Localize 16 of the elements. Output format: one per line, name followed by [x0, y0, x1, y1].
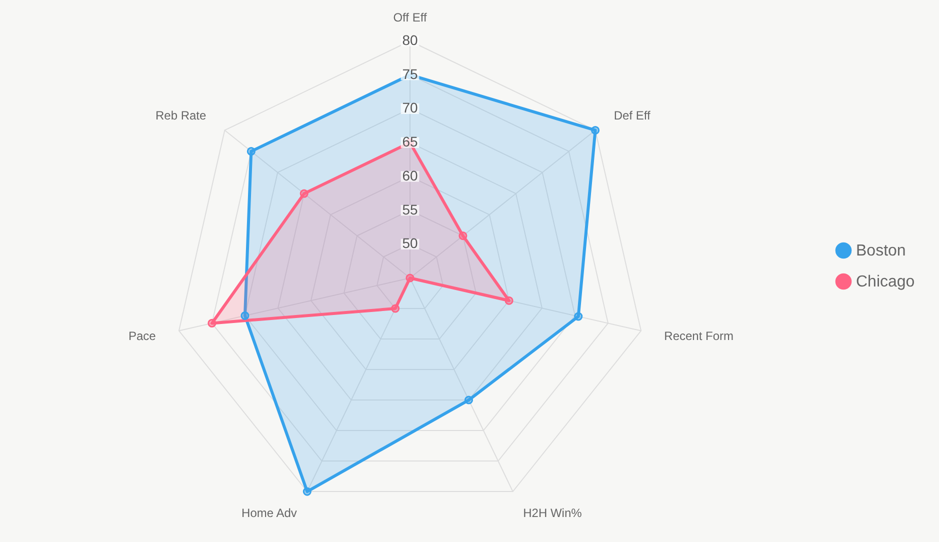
spoke-label: Reb Rate [155, 108, 206, 122]
y-tick-label: 65 [402, 134, 418, 150]
legend-label: Boston [856, 242, 906, 260]
spoke-label: H2H Win% [523, 506, 582, 520]
y-tick-label: 75 [402, 66, 418, 82]
y-tick-label: 60 [402, 167, 418, 184]
spoke-label: Pace [128, 329, 156, 344]
spoke-label: Home Adv [242, 506, 297, 520]
spoke-label: Def Eff [614, 108, 651, 122]
spoke-label: Recent Form [664, 329, 734, 344]
y-tick-label: 50 [402, 235, 418, 252]
y-tick-label: 80 [402, 32, 418, 48]
y-tick-label: 70 [402, 100, 418, 116]
spoke-label: Off Eff [393, 10, 428, 24]
y-tick-label: 55 [402, 201, 418, 218]
legend-label: Chicago [856, 274, 915, 290]
